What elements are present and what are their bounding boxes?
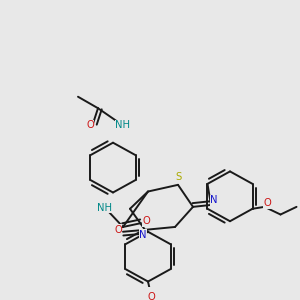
Text: O: O — [114, 225, 122, 235]
Text: N: N — [210, 195, 218, 205]
Text: NH: NH — [98, 203, 112, 213]
Text: O: O — [86, 121, 94, 130]
Text: O: O — [264, 198, 272, 208]
Text: O: O — [142, 216, 150, 226]
Text: N: N — [139, 230, 147, 240]
Text: S: S — [176, 172, 182, 182]
Text: NH: NH — [116, 121, 130, 130]
Text: O: O — [147, 292, 155, 300]
